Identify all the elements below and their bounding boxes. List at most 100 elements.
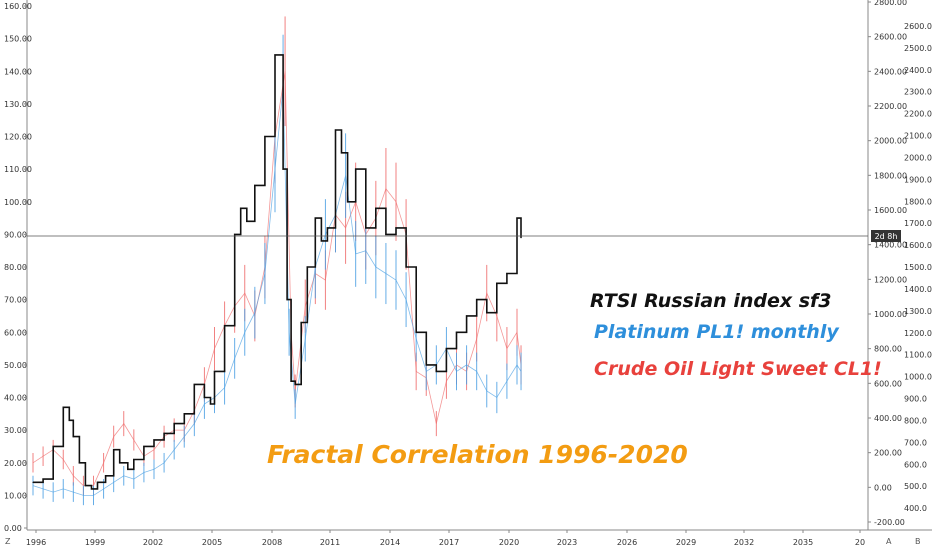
left-tick-label: 150.00 xyxy=(4,35,32,44)
x-tick-label: 2011 xyxy=(320,538,340,547)
x-tick-label: 2008 xyxy=(262,538,282,547)
x-axis: 1996 1999 2002 2005 2008 2011 2014 2017 2020 2023… xyxy=(26,530,865,547)
left-tick-label: 60.00 xyxy=(4,328,27,337)
rtsi-point xyxy=(96,481,99,483)
rtsi-point xyxy=(234,233,236,235)
price-label: 2d 8h xyxy=(875,232,898,241)
rtsi-point xyxy=(163,432,165,434)
rtsi-point xyxy=(355,168,357,170)
right-inner-tick-label: 2600.0 xyxy=(904,22,932,31)
right-outer-tick-label: 2600.00 xyxy=(874,33,907,42)
rtsi-point xyxy=(435,370,437,372)
right-inner-tick-label: 700.0 xyxy=(904,438,927,447)
rtsi-point xyxy=(465,315,468,317)
rtsi-point xyxy=(213,370,216,372)
left-axis: 0.00 10.00 20.00 30.00 40.00 50.00 60.00 70.00 8… xyxy=(4,2,32,533)
left-tick-label: 50.00 xyxy=(4,361,27,370)
rtsi-point xyxy=(415,331,417,333)
rtsi-point xyxy=(286,299,288,301)
x-tick-label: 2032 xyxy=(734,538,754,547)
right-inner-tick-label: 2100.0 xyxy=(904,132,932,141)
rtsi-point xyxy=(246,220,248,222)
rtsi-point xyxy=(42,478,44,480)
right-outer-tick-label: 2000.00 xyxy=(874,137,907,146)
corner-label-z: Z xyxy=(5,537,11,546)
right-outer-tick-label: 1000.00 xyxy=(874,310,907,319)
rtsi-point xyxy=(133,458,135,461)
rtsi-point xyxy=(113,449,115,451)
left-tick-label: 80.00 xyxy=(4,263,27,272)
rtsi-point xyxy=(72,436,74,438)
right-inner-tick-label: 600.0 xyxy=(904,460,927,469)
right-inner-tick-label: 1200.0 xyxy=(904,329,932,338)
right-inner-tick-label: 1700.0 xyxy=(904,219,932,228)
rtsi-point xyxy=(340,152,343,154)
right-inner-tick-label: 2400.0 xyxy=(904,66,932,75)
right-inner-tick-label: 900.0 xyxy=(904,395,927,404)
rtsi-series xyxy=(32,54,522,490)
rtsi-point xyxy=(127,468,129,470)
rtsi-point xyxy=(385,233,387,235)
left-tick-label: 110.00 xyxy=(4,165,32,174)
right-inner-tick-label: 1100.0 xyxy=(904,351,932,360)
left-tick-label: 120.00 xyxy=(4,133,32,142)
rtsi-point xyxy=(119,462,121,464)
right-inner-tick-label: 1600.0 xyxy=(904,241,932,250)
right-outer-tick-label: 800.00 xyxy=(874,345,902,354)
rtsi-point xyxy=(300,321,302,324)
rtsi-point xyxy=(516,217,518,219)
rtsi-point xyxy=(496,282,498,284)
rtsi-point xyxy=(375,207,377,209)
rtsi-point xyxy=(306,266,308,268)
series-layer xyxy=(32,16,522,506)
rtsi-label: RTSI Russian index sf3 xyxy=(590,290,832,312)
right-inner-tick-label: 1300.0 xyxy=(904,307,932,316)
rtsi-point xyxy=(326,227,329,229)
rtsi-point xyxy=(486,312,488,314)
right-inner-tick-label: 1000.0 xyxy=(904,373,932,382)
rtsi-point xyxy=(347,201,349,203)
rtsi-point xyxy=(183,413,185,415)
right-inner-tick-label: 2500.0 xyxy=(904,44,932,53)
x-tick-label: 2023 xyxy=(557,538,577,547)
x-tick-label: 1999 xyxy=(85,538,105,547)
rtsi-point xyxy=(334,129,337,131)
price-label-box xyxy=(871,230,901,242)
right-inner-tick-label: 2300.0 xyxy=(904,88,932,97)
rtsi-point xyxy=(476,299,478,301)
right-outer-tick-label: 1600.00 xyxy=(874,206,907,215)
corner-label-b: B xyxy=(915,537,921,546)
platinum-label: Platinum PL1! monthly xyxy=(594,321,840,343)
corner-label-a: A xyxy=(886,537,892,546)
rtsi-point xyxy=(62,406,64,408)
right-inner-tick-label: 1500.0 xyxy=(904,263,932,272)
right-axis-outer: -200.00 0.00 200.00 400.00 600.00 800.00 1000.… xyxy=(868,0,907,527)
rtsi-point xyxy=(405,266,407,268)
x-tick-label: 1996 xyxy=(26,538,46,547)
x-tick-label: 20 xyxy=(855,538,865,547)
rtsi-point xyxy=(203,396,206,399)
right-inner-tick-label: 2000.0 xyxy=(904,153,932,162)
x-tick-label: 2005 xyxy=(202,538,222,547)
left-tick-label: 100.00 xyxy=(4,198,32,207)
right-outer-tick-label: -200.00 xyxy=(874,518,905,527)
left-tick-label: 90.00 xyxy=(4,230,27,239)
rtsi-point xyxy=(173,423,175,425)
crude-oil-label: Crude Oil Light Sweet CL1! xyxy=(594,358,882,380)
rtsi-point xyxy=(240,207,242,209)
rtsi-point xyxy=(282,168,284,170)
left-tick-label: 20.00 xyxy=(4,459,27,468)
rtsi-point xyxy=(52,445,54,448)
rtsi-point xyxy=(78,462,80,464)
rtsi-point xyxy=(32,481,34,483)
rtsi-point xyxy=(193,383,195,386)
rtsi-point xyxy=(425,364,427,366)
x-tick-label: 2002 xyxy=(143,538,163,547)
rtsi-point xyxy=(294,383,296,386)
rtsi-point xyxy=(455,331,458,333)
right-inner-tick-label: 2200.0 xyxy=(904,110,932,119)
rtsi-point xyxy=(90,488,93,490)
right-axis-inner: 400.0 500.0 600.0 700.0 800.0 900.0 1000.0 1100… xyxy=(904,22,932,513)
x-tick-label: 2029 xyxy=(676,538,696,547)
